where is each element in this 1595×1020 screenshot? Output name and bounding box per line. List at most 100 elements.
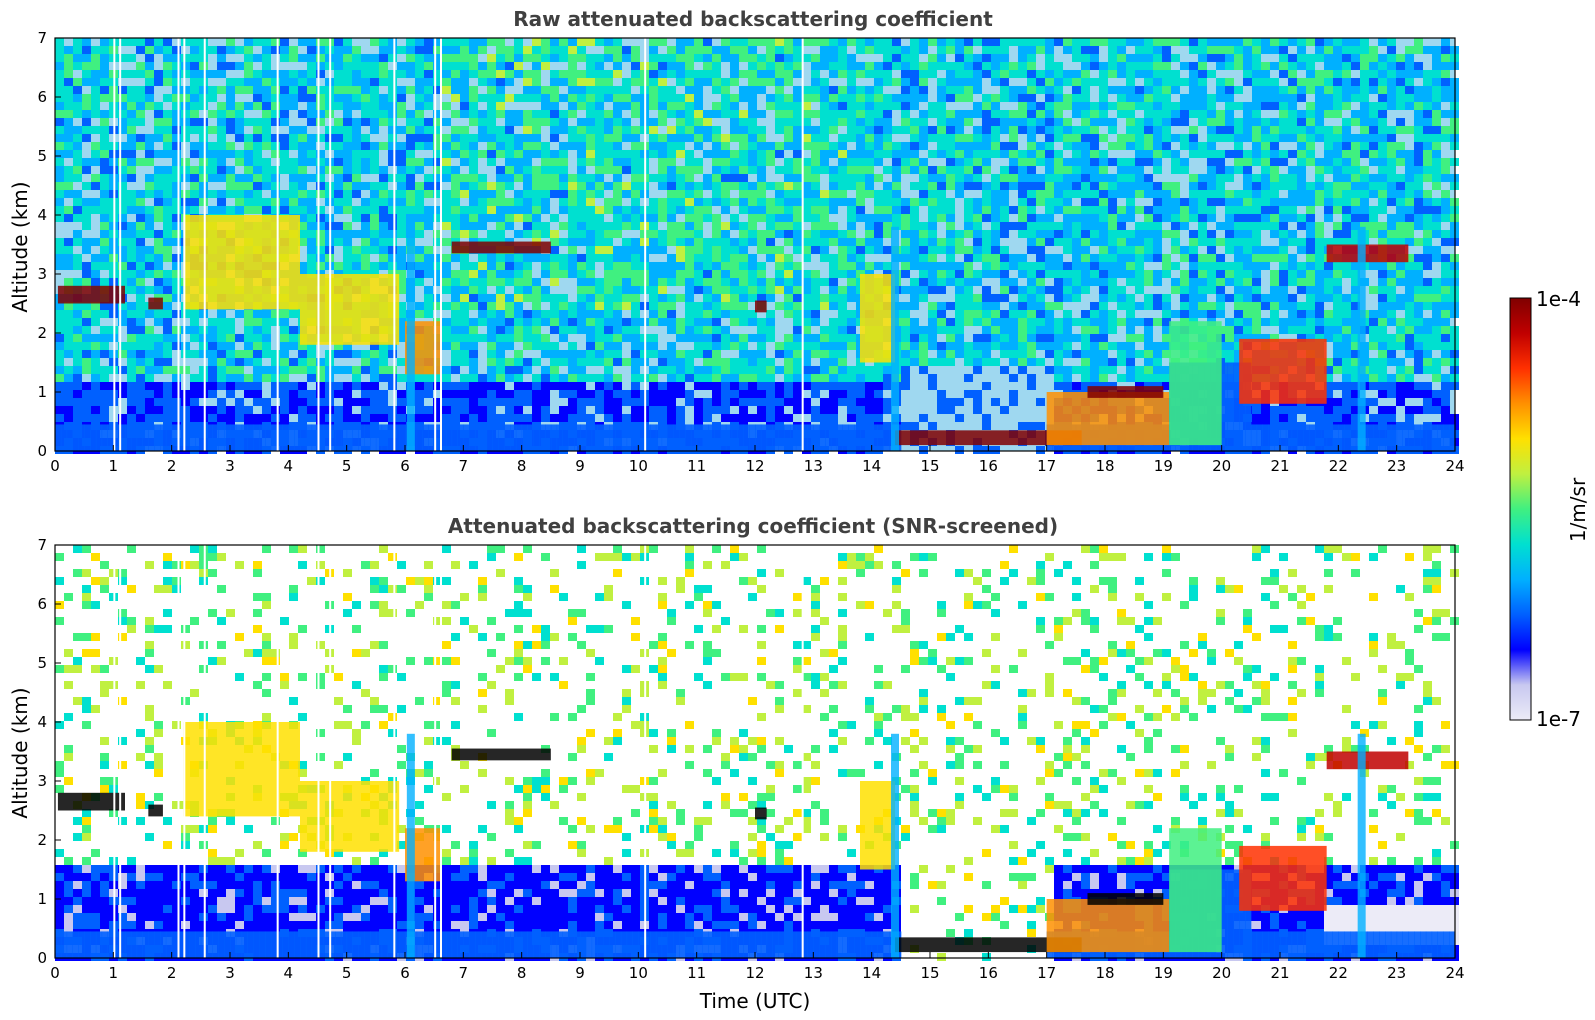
backscatter-cell	[505, 54, 514, 62]
backscatter-cell	[703, 310, 712, 318]
backscatter-cell	[658, 294, 667, 302]
backscatter-cell	[397, 126, 406, 134]
backscatter-cell	[1018, 70, 1027, 78]
backscatter-cell	[685, 310, 694, 318]
backscatter-cell	[433, 398, 442, 406]
backscatter-cell	[469, 334, 478, 342]
backscatter-cell	[262, 198, 271, 206]
backscatter-cell	[838, 198, 847, 206]
backscatter-cell	[235, 366, 244, 374]
backscatter-cell	[559, 374, 568, 382]
backscatter-cell	[361, 230, 370, 238]
backscatter-cell	[451, 166, 460, 174]
backscatter-cell	[928, 286, 937, 294]
raw-backscatter-panel: Raw attenuated backscattering coefficien…	[8, 7, 1465, 475]
backscatter-cell	[712, 150, 721, 158]
backscatter-cell	[424, 54, 433, 62]
backscatter-cell	[964, 206, 973, 214]
backscatter-cell	[217, 318, 226, 326]
backscatter-cell	[901, 222, 910, 230]
backscatter-cell	[334, 126, 343, 134]
raw-panel-title: Raw attenuated backscattering coefficien…	[513, 7, 993, 31]
backscatter-cell	[244, 414, 253, 422]
backscatter-cell	[838, 286, 847, 294]
backscatter-cell	[595, 110, 604, 118]
backscatter-cell	[865, 414, 874, 422]
backscatter-cell	[658, 158, 667, 166]
backscatter-cell	[406, 54, 415, 62]
backscatter-cell	[829, 54, 838, 62]
backscatter-cell	[550, 214, 559, 222]
backscatter-cell	[964, 294, 973, 302]
backscatter-cell	[865, 94, 874, 102]
backscatter-cell	[190, 166, 199, 174]
backscatter-cell	[811, 110, 820, 118]
backscatter-cell	[163, 126, 172, 134]
backscatter-cell	[199, 406, 208, 414]
backscatter-cell	[1027, 342, 1036, 350]
backscatter-cell	[712, 310, 721, 318]
backscatter-cell	[370, 398, 379, 406]
backscatter-cell	[1000, 342, 1009, 350]
backscatter-cell	[739, 198, 748, 206]
backscatter-cell	[730, 70, 739, 78]
backscatter-cell	[658, 398, 667, 406]
backscatter-cell	[973, 214, 982, 222]
backscatter-cell	[82, 126, 91, 134]
backscatter-cell	[1090, 254, 1099, 262]
backscatter-cell	[172, 334, 181, 342]
backscatter-cell	[865, 174, 874, 182]
backscatter-cell	[397, 158, 406, 166]
backscatter-cell	[739, 366, 748, 374]
backscatter-cell	[1036, 158, 1045, 166]
backscatter-cell	[163, 286, 172, 294]
backscatter-cell	[685, 70, 694, 78]
backscatter-cell	[73, 166, 82, 174]
backscatter-cell	[874, 222, 883, 230]
backscatter-cell	[451, 366, 460, 374]
backscatter-cell	[631, 286, 640, 294]
backscatter-cell	[496, 278, 505, 286]
backscatter-cell	[1081, 254, 1090, 262]
backscatter-cell	[586, 214, 595, 222]
backscatter-cell	[964, 350, 973, 358]
backscatter-cell	[604, 110, 613, 118]
backscatter-cell	[775, 110, 784, 118]
backscatter-cell	[964, 182, 973, 190]
backscatter-cell	[955, 302, 964, 310]
backscatter-cell	[424, 38, 433, 46]
backscatter-cell	[64, 382, 73, 390]
backscatter-cell	[478, 62, 487, 70]
backscatter-cell	[388, 78, 397, 86]
backscatter-cell	[208, 150, 217, 158]
backscatter-cell	[424, 222, 433, 230]
backscatter-cell	[811, 174, 820, 182]
backscatter-cell	[874, 246, 883, 254]
backscatter-cell	[793, 342, 802, 350]
backscatter-cell	[667, 366, 676, 374]
backscatter-cell	[856, 262, 865, 270]
backscatter-cell	[631, 78, 640, 86]
backscatter-cell	[1072, 230, 1081, 238]
backscatter-cell	[1036, 230, 1045, 238]
backscatter-cell	[775, 390, 784, 398]
backscatter-cell	[775, 38, 784, 46]
backscatter-cell	[397, 86, 406, 94]
backscatter-cell	[208, 350, 217, 358]
backscatter-cell	[847, 262, 856, 270]
backscatter-cell	[802, 38, 811, 46]
backscatter-cell	[361, 366, 370, 374]
backscatter-cell	[1036, 198, 1045, 206]
backscatter-cell	[424, 374, 433, 382]
backscatter-cell	[568, 326, 577, 334]
backscatter-cell	[973, 78, 982, 86]
backscatter-cell	[586, 174, 595, 182]
backscatter-cell	[928, 374, 937, 382]
backscatter-cell	[298, 390, 307, 398]
backscatter-cell	[397, 398, 406, 406]
backscatter-cell	[163, 142, 172, 150]
backscatter-cell	[316, 358, 325, 366]
backscatter-cell	[442, 406, 451, 414]
backscatter-cell	[100, 78, 109, 86]
backscatter-cell	[190, 350, 199, 358]
